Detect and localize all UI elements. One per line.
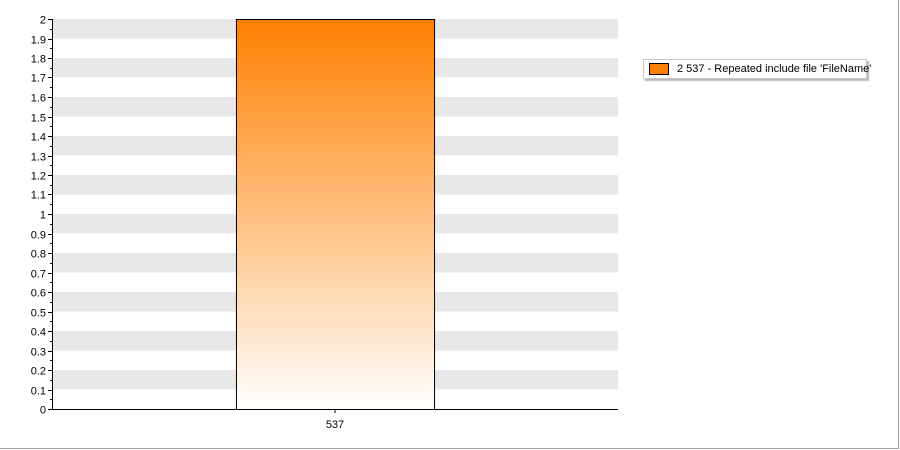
y-tick-label: 0.2 bbox=[31, 366, 46, 378]
y-tick-label: 0.3 bbox=[31, 347, 46, 359]
y-tick-label: 0.4 bbox=[31, 327, 46, 339]
legend-swatch bbox=[649, 63, 669, 75]
x-tick-label: 537 bbox=[326, 419, 344, 431]
y-tick-label: 0 bbox=[40, 405, 46, 417]
y-tick-label: 1.5 bbox=[31, 113, 46, 125]
y-tick-label: 1.9 bbox=[31, 35, 46, 47]
y-tick-label: 1.1 bbox=[31, 190, 46, 202]
y-tick-label: 1.2 bbox=[31, 171, 46, 183]
y-tick-label: 0.9 bbox=[31, 230, 46, 242]
y-tick-label: 1.8 bbox=[31, 54, 46, 66]
y-tick-label: 0.6 bbox=[31, 288, 46, 300]
y-tick-label: 0.1 bbox=[31, 386, 46, 398]
y-tick-label: 1.4 bbox=[31, 132, 46, 144]
y-tick-label: 1.3 bbox=[31, 152, 46, 164]
y-tick-label: 0.8 bbox=[31, 249, 46, 261]
y-tick-label: 0.7 bbox=[31, 269, 46, 281]
bars bbox=[235, 19, 436, 410]
y-axis-ticks: 0 0.1 0.2 0.3 0.4 0.5 0.6 0.7 0.8 0.9 1 1.1 1.2 1.3 1.… bbox=[31, 15, 52, 417]
legend-label: 2 537 - Repeated include file 'FileName' bbox=[677, 63, 872, 75]
bar-537 bbox=[235, 19, 436, 410]
y-tick-label: 1 bbox=[40, 210, 46, 222]
y-tick-label: 1.7 bbox=[31, 73, 46, 85]
legend: 2 537 - Repeated include file 'FileName' bbox=[643, 59, 871, 79]
y-tick-label: 2 bbox=[40, 15, 46, 27]
x-axis-ticks: 537 bbox=[326, 409, 344, 431]
y-tick-label: 0.5 bbox=[31, 308, 46, 320]
y-tick-label: 1.6 bbox=[31, 93, 46, 105]
